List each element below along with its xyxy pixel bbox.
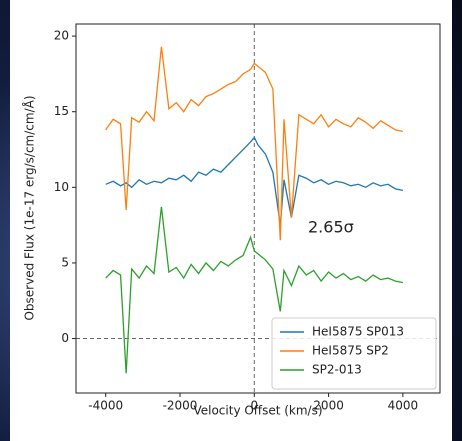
x-tick-label: -4000 xyxy=(88,399,123,413)
legend-label: SP2-013 xyxy=(312,363,362,377)
data-line xyxy=(105,136,403,226)
y-axis-label: Observed Flux (1e-17 erg/s/cm/cm/Å) xyxy=(22,95,37,320)
annotation: 2.65σ xyxy=(308,218,354,237)
x-tick-label: 0 xyxy=(250,399,258,413)
x-tick-label: 2000 xyxy=(313,399,344,413)
y-tick-label: 5 xyxy=(61,255,69,269)
y-tick-label: 10 xyxy=(54,180,69,194)
data-line xyxy=(105,206,403,374)
legend-label: HeI5875 SP2 xyxy=(312,344,389,358)
y-tick-label: 0 xyxy=(61,331,69,345)
x-axis-label: Velocity Offset (km/s) xyxy=(193,404,322,418)
legend-box xyxy=(271,317,437,390)
plot-frame xyxy=(75,23,441,394)
x-tick-label: 4000 xyxy=(388,399,419,413)
x-tick-label: -2000 xyxy=(163,399,198,413)
legend-label: HeI5875 SP013 xyxy=(312,325,404,339)
data-line xyxy=(105,46,403,241)
y-tick-label: 15 xyxy=(54,104,69,118)
y-tick-label: 20 xyxy=(54,29,69,43)
